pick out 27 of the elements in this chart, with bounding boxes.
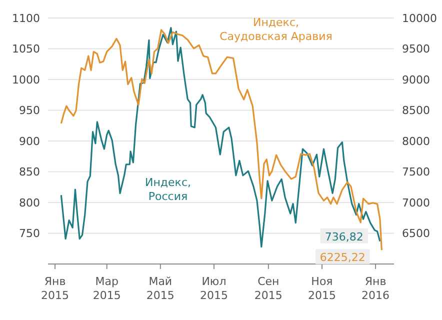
data-label: 6225,22 — [320, 251, 366, 264]
y2-tick-label: 7500 — [402, 166, 430, 179]
x-tick-label: Июл 2015 — [200, 275, 228, 302]
y2-tick-label: 9000 — [402, 73, 430, 86]
y-tick-label: 750 — [19, 227, 40, 240]
y2-tick-label: 8000 — [402, 134, 430, 148]
y2-tick-label: 6500 — [402, 227, 430, 240]
x-tick-label: Ноя 2015 — [308, 275, 336, 302]
y-tick-label: 1000 — [12, 73, 40, 86]
x-tick-label: Сен 2015 — [254, 275, 282, 302]
y-tick-label: 900 — [19, 134, 40, 148]
x-tick-label: Мар 2015 — [92, 275, 121, 302]
y2-tick-label: 7000 — [402, 196, 430, 210]
series-label: Индекс, Саудовская Аравия — [220, 16, 332, 43]
y-tick-label: 1100 — [12, 12, 40, 25]
y-tick-label: 1050 — [12, 42, 40, 56]
y2-tick-label: 8500 — [402, 104, 430, 118]
x-tick-label: Май 2015 — [146, 275, 174, 302]
y-tick-label: 850 — [19, 166, 40, 179]
series-label: Индекс, Россия — [145, 176, 191, 203]
x-tick-label: Янв 2015 — [41, 275, 70, 302]
y-tick-label: 800 — [19, 196, 40, 210]
y2-tick-label: 10000 — [402, 12, 437, 25]
y-tick-label: 950 — [19, 104, 40, 118]
y2-tick-label: 9500 — [402, 42, 430, 56]
data-label: 736,82 — [324, 230, 364, 244]
x-tick-label: Янв 2016 — [362, 275, 390, 302]
